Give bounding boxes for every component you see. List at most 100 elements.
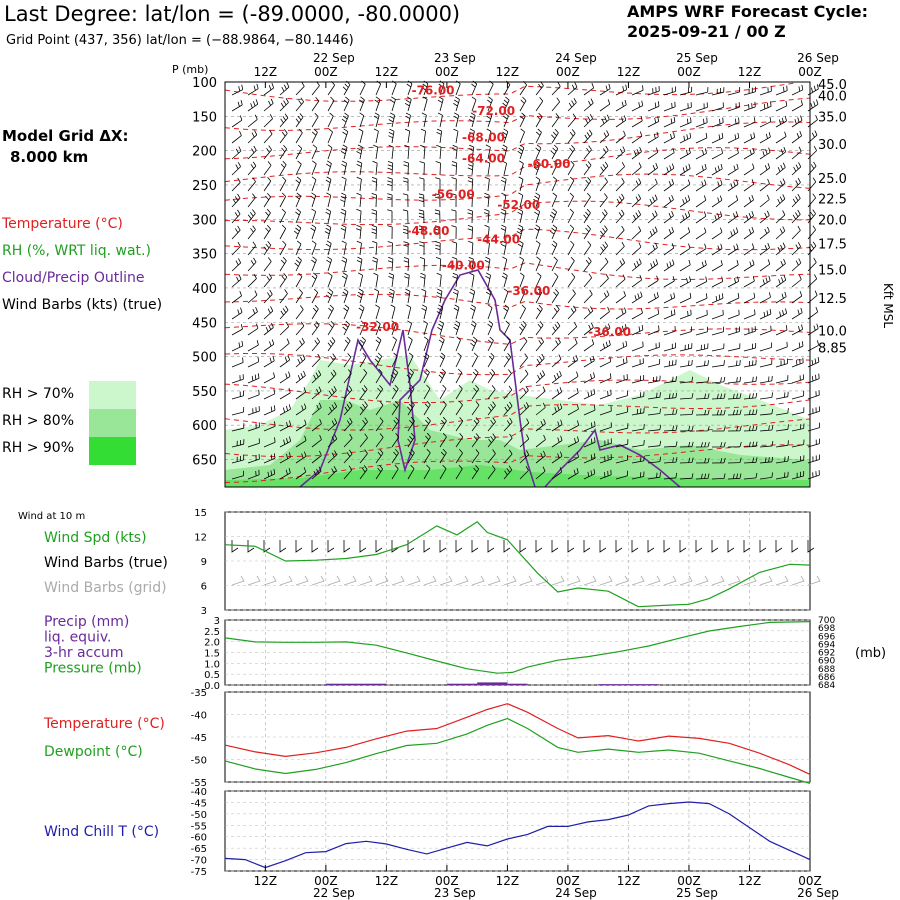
temp-ytick-label: -45 (191, 733, 207, 744)
wind-barb (455, 417, 464, 432)
wind-barb (807, 209, 816, 224)
temperature-label: -48.00 (407, 224, 450, 238)
wind-barb (231, 423, 245, 432)
wind-barb (295, 128, 303, 144)
wind-barb (356, 224, 362, 240)
wind-barb (487, 336, 494, 352)
precip-bar (446, 683, 478, 685)
height-tick-label: 8.85 (818, 342, 847, 357)
wind-barb (663, 226, 674, 240)
wind-barb (247, 438, 260, 448)
temp-panel-label: Temperature (°C) (43, 716, 165, 732)
wind-barb (711, 163, 723, 176)
date-label-bottom: 26 Sep (797, 886, 839, 900)
wind-barb (535, 450, 546, 464)
wind-barb (550, 144, 559, 160)
wind-barb (679, 195, 691, 208)
wind-barb (423, 448, 431, 464)
pressure-ytick-label: 696 (818, 632, 835, 642)
wind-barb (519, 337, 528, 352)
wind-barb (679, 102, 692, 112)
wind-barb (711, 87, 725, 96)
wind-barb (295, 321, 305, 336)
wind-barb (247, 177, 256, 192)
wind-barb (455, 384, 463, 400)
wind-barb (615, 470, 628, 480)
wind-barb (647, 116, 660, 128)
wind-barb (407, 416, 415, 432)
precip-ytick-label: 0.0 (204, 681, 220, 692)
wind-barb (743, 276, 755, 288)
wind-barb (311, 272, 318, 288)
wind-barb (279, 240, 287, 256)
wind-barb (487, 80, 494, 96)
windchill-panel-frame (224, 790, 811, 872)
wind-barb (663, 194, 674, 208)
wind-barb (535, 337, 545, 352)
wind-barb (743, 309, 756, 320)
wind-barb (407, 400, 415, 416)
wind-barb (231, 274, 242, 288)
wind-barb (759, 86, 772, 96)
wind-barb (374, 96, 381, 112)
wind-barb (517, 240, 524, 256)
wind-barb (263, 98, 274, 112)
wind-barb (711, 148, 723, 160)
wind-barb (437, 112, 443, 128)
time-tick-label-top: 12Z (375, 65, 399, 79)
wind-barb (727, 148, 739, 160)
wind-barb (807, 99, 819, 112)
wind-barb (599, 422, 612, 432)
wind-barb (567, 160, 575, 176)
wind-barb (631, 291, 643, 304)
wind-barb (695, 343, 709, 352)
wind-barb (467, 225, 473, 240)
wind-barb (727, 163, 739, 176)
wind-barb-grid (327, 575, 341, 586)
wind-barb (533, 192, 541, 208)
pressure-ytick-label: 698 (818, 624, 835, 634)
wind-barb (807, 193, 817, 208)
wind-barb (631, 258, 642, 272)
wind-barb (343, 369, 352, 384)
wind-barb-grid (647, 575, 661, 586)
wind-barb (327, 418, 338, 432)
wind-barb-true (263, 540, 271, 553)
wind-barb (631, 439, 645, 448)
wind-barb-true (455, 540, 463, 553)
wind-barb (711, 360, 725, 368)
wind-barb (279, 289, 288, 304)
wind-barb (311, 176, 317, 192)
wind-barb (375, 320, 381, 336)
wind-barb (421, 112, 427, 128)
time-tick-label-bottom: 12Z (738, 874, 762, 888)
rh90-area (225, 465, 810, 487)
precip-ytick-label: 1.5 (204, 649, 220, 660)
wind-barb (775, 341, 788, 352)
wind-barb (503, 353, 512, 368)
wind-barb (343, 353, 352, 368)
wind-barb (231, 177, 241, 192)
wind-barb (247, 241, 257, 256)
height-tick-label: 25.0 (818, 172, 847, 187)
wind-barb (358, 128, 364, 144)
wind-barb (791, 357, 804, 368)
wind-barb (743, 117, 756, 128)
wind-barb (679, 163, 691, 176)
wind-barb (631, 341, 644, 352)
wind-barb (759, 163, 771, 176)
wind-barb (615, 99, 627, 112)
wind-barb (775, 291, 787, 304)
wind-barb (373, 128, 379, 144)
wind-barb (263, 114, 273, 128)
temperature-labels: -76.00 -72.00 -68.00 -64.00 -60.00 -56.00 -52.… (356, 83, 631, 339)
wind-barb (631, 226, 642, 240)
wind-barb (599, 130, 610, 144)
wind-barb (551, 305, 560, 320)
wind-barb (631, 471, 645, 480)
wind-barb (647, 178, 658, 192)
wind-barb (263, 257, 272, 272)
wind-barb-true (295, 540, 303, 553)
time-tick-label-top: 12Z (254, 65, 278, 79)
wind-barb (487, 96, 493, 112)
